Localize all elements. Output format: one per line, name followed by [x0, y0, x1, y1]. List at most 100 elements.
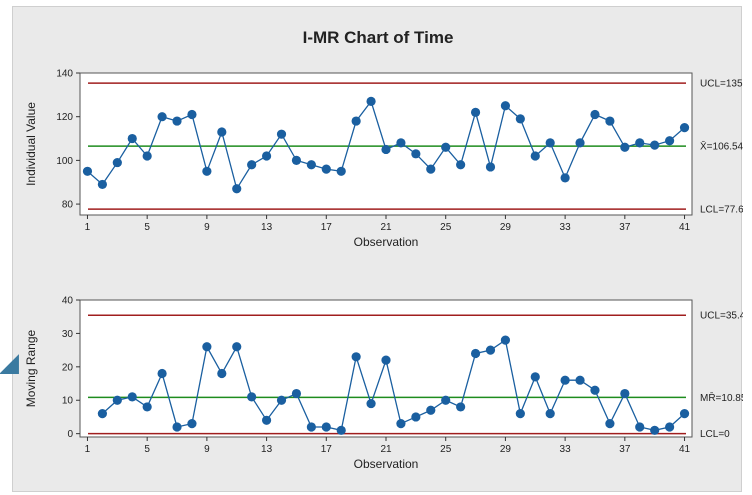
moving-range-data-point [575, 375, 585, 385]
individual-data-point [485, 162, 496, 172]
moving-range-lcl-label: LCL=0 [700, 429, 730, 440]
individual-xtick-label: 17 [321, 222, 333, 233]
moving-range-data-point [500, 335, 511, 345]
individual-y-axis-label: Individual Value [24, 102, 38, 186]
moving-range-data-point [441, 395, 451, 405]
moving-range-data-point [247, 392, 257, 402]
individual-data-point [187, 109, 197, 120]
individual-ytick-label: 100 [56, 156, 73, 167]
individual-data-point [396, 138, 406, 148]
moving-range-data-point [97, 409, 107, 419]
individual-xtick-label: 37 [619, 222, 631, 233]
individual-data-point [470, 107, 481, 117]
individual-data-point [112, 157, 122, 168]
individual-data-point [232, 184, 242, 194]
individual-data-point [247, 160, 257, 170]
individual-xtick-label: 13 [261, 222, 273, 233]
moving-range-data-point [605, 419, 615, 429]
moving-range-data-point [426, 405, 436, 415]
individual-data-point [276, 129, 287, 139]
moving-range-center-label: MR̄=10.85 [700, 391, 743, 404]
individual-xtick-label: 1 [85, 222, 91, 233]
individual-data-point [306, 160, 316, 170]
moving-range-xtick-label: 25 [440, 444, 452, 455]
moving-range-x-axis-label: Observation [354, 457, 419, 471]
moving-range-plot-area [79, 299, 693, 438]
individual-data-point [97, 179, 107, 190]
individual-data-point [590, 109, 600, 120]
individual-xtick-label: 29 [500, 222, 512, 233]
moving-range-xtick-label: 9 [204, 444, 210, 455]
individual-x-axis-label: Observation [354, 235, 419, 249]
moving-range-data-point [381, 355, 391, 365]
individual-xtick-label: 33 [560, 222, 572, 233]
moving-range-xtick-label: 41 [679, 444, 691, 455]
individual-data-point [515, 114, 525, 124]
chart-title: I-MR Chart of Time [303, 28, 454, 47]
moving-range-data-point [366, 398, 376, 409]
moving-range-data-point [485, 345, 496, 355]
individual-data-point [261, 151, 272, 161]
moving-range-data-point [545, 409, 555, 419]
moving-range-data-point [650, 425, 660, 435]
individual-xtick-label: 9 [204, 222, 210, 233]
individual-data-point [82, 166, 93, 176]
individual-data-point [500, 101, 511, 111]
moving-range-data-point [456, 402, 466, 412]
individual-data-point [530, 151, 540, 161]
moving-range-data-point [112, 395, 122, 405]
moving-range-xtick-label: 5 [144, 444, 150, 455]
moving-range-xtick-label: 1 [85, 444, 91, 455]
moving-range-xtick-label: 37 [619, 444, 631, 455]
moving-range-data-point [202, 342, 212, 352]
moving-range-data-point [232, 342, 242, 352]
individual-data-point [217, 127, 227, 137]
individual-data-point [351, 116, 361, 126]
chart-panel: I-MR Chart of Time 80 100 120 140 1 5 9 13 17 21 2… [12, 6, 743, 492]
individual-data-point [381, 144, 391, 155]
individual-data-point [441, 142, 451, 152]
individual-value-plot: 80 100 120 140 1 5 9 13 17 21 25 29 33 37 41 Observatio… [24, 69, 743, 250]
moving-range-data-point [127, 392, 137, 402]
individual-data-point [605, 116, 615, 126]
individual-xtick-label: 21 [380, 222, 392, 233]
moving-range-data-point [306, 422, 316, 432]
moving-range-xtick-label: 13 [261, 444, 273, 455]
moving-range-data-point [321, 422, 331, 432]
individual-data-point [291, 155, 302, 165]
moving-range-data-point [590, 385, 600, 395]
individual-xtick-label: 5 [144, 222, 150, 233]
individual-ytick-label: 120 [56, 112, 73, 123]
moving-range-ytick-label: 40 [62, 296, 74, 307]
moving-range-data-point [291, 388, 302, 399]
individual-data-point [426, 164, 436, 174]
individual-lcl-label: LCL=77.68 [700, 205, 743, 216]
individual-center-label: X̄=106.54 [700, 140, 743, 153]
moving-range-xtick-label: 17 [321, 444, 333, 455]
moving-range-ytick-label: 10 [62, 396, 74, 407]
individual-data-point [665, 136, 675, 146]
moving-range-plot: 0 10 20 30 40 1 5 9 13 17 21 25 29 33 37 41 Observation M… [24, 296, 743, 472]
individual-ucl-label: UCL=135.39 [700, 79, 743, 90]
individual-data-point [456, 160, 466, 170]
moving-range-data-point [679, 409, 690, 419]
moving-range-data-point [665, 422, 675, 432]
individual-data-point [127, 133, 137, 144]
moving-range-data-point [217, 368, 227, 379]
moving-range-data-point [157, 368, 167, 379]
moving-range-xtick-label: 33 [560, 444, 572, 455]
moving-range-data-point [351, 352, 361, 362]
individual-data-point [366, 96, 376, 106]
moving-range-ytick-label: 30 [62, 329, 74, 340]
moving-range-data-point [261, 415, 272, 425]
individual-data-point [575, 138, 585, 148]
individual-data-point [336, 166, 346, 176]
individual-plot-area [79, 72, 693, 216]
moving-range-y-axis-label: Moving Range [24, 329, 38, 407]
individual-data-point [142, 151, 152, 161]
moving-range-xtick-label: 21 [380, 444, 392, 455]
moving-range-data-point [396, 419, 406, 429]
moving-range-data-point [620, 388, 630, 399]
individual-data-point [635, 138, 645, 148]
